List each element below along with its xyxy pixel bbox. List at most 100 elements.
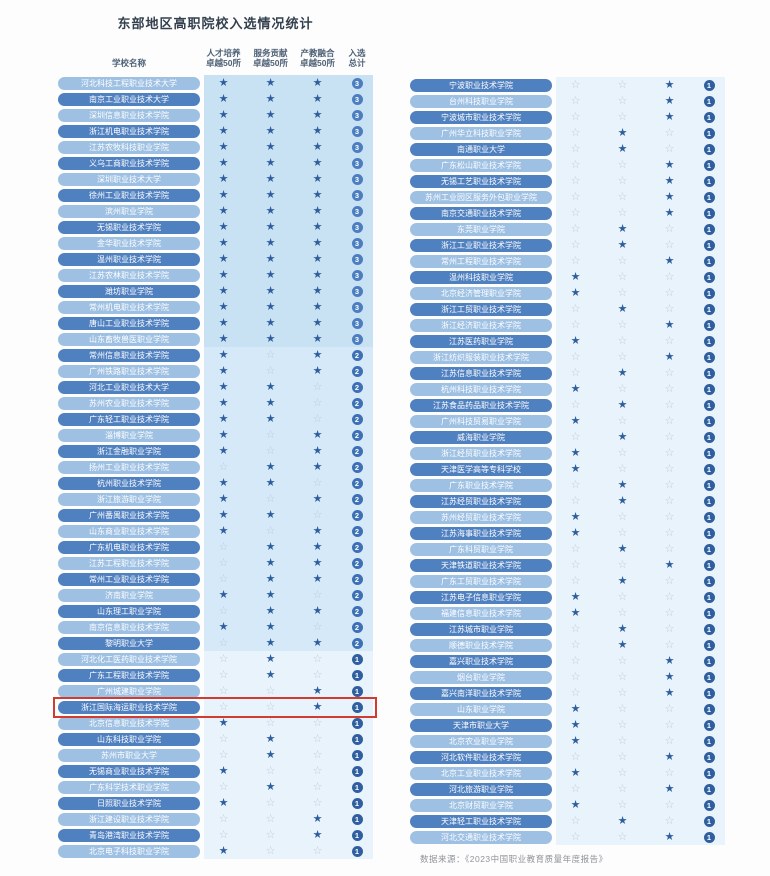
school-name-pill: 常州信息职业技术学院 [58,348,200,362]
star-filled-icon: ★ [570,607,581,619]
star-empty-icon: ☆ [617,511,628,523]
table-row: 江苏海事职业技术学院 ★ ☆ ☆ 1 [410,525,725,541]
star-empty-icon: ☆ [570,319,581,331]
school-name-pill: 唐山工业职业技术学院 [58,316,200,330]
star-filled-icon: ★ [664,751,675,763]
star-empty-icon: ☆ [570,207,581,219]
star-filled-icon: ★ [312,333,323,345]
star-filled-icon: ★ [265,413,276,425]
table-row: 河北交通职业技术学院 ☆ ☆ ★ 1 [410,829,725,845]
star-empty-icon: ☆ [617,207,628,219]
table-row: 江苏食品药品职业技术学院 ☆ ★ ☆ 1 [410,397,725,413]
school-name-pill: 广东科贸职业学院 [410,542,552,556]
total-count-badge: 1 [703,719,715,731]
star-filled-icon: ★ [218,845,229,857]
table-row: 温州职业技术学院 ★ ★ ★ 3 [58,251,373,267]
total-count-badge: 1 [351,701,363,713]
table-row: 河北软件职业技术学院 ☆ ☆ ★ 1 [410,749,725,765]
star-empty-icon: ☆ [312,781,323,793]
total-count-badge: 1 [351,765,363,777]
star-filled-icon: ★ [312,301,323,313]
star-empty-icon: ☆ [570,623,581,635]
star-filled-icon: ★ [664,95,675,107]
star-empty-icon: ☆ [265,765,276,777]
school-name-pill: 江苏海事职业技术学院 [410,526,552,540]
total-count-badge: 1 [703,655,715,667]
star-filled-icon: ★ [218,509,229,521]
total-count-badge: 1 [351,749,363,761]
star-empty-icon: ☆ [312,669,323,681]
star-filled-icon: ★ [312,557,323,569]
school-name-pill: 天津轻工职业技术学院 [410,814,552,828]
star-empty-icon: ☆ [570,479,581,491]
table-row: 北京经济管理职业学院 ★ ☆ ☆ 1 [410,285,725,301]
school-name-pill: 东莞职业学院 [410,222,552,236]
star-empty-icon: ☆ [218,733,229,745]
star-empty-icon: ☆ [265,525,276,537]
school-name-pill: 江苏食品药品职业技术学院 [410,398,552,412]
table-row: 江苏电子信息职业学院 ★ ☆ ☆ 1 [410,589,725,605]
total-count-badge: 2 [351,413,363,425]
star-filled-icon: ★ [664,687,675,699]
total-count-badge: 1 [351,829,363,841]
star-empty-icon: ☆ [664,703,675,715]
school-name-pill: 广州番禺职业技术学院 [58,508,200,522]
star-filled-icon: ★ [570,447,581,459]
star-filled-icon: ★ [570,719,581,731]
star-filled-icon: ★ [265,109,276,121]
star-filled-icon: ★ [312,221,323,233]
total-count-badge: 2 [351,461,363,473]
star-filled-icon: ★ [218,221,229,233]
score-band-level-1 [204,651,373,859]
star-filled-icon: ★ [312,205,323,217]
star-empty-icon: ☆ [664,719,675,731]
star-empty-icon: ☆ [664,447,675,459]
table-row: 南京信息职业技术学院 ★ ★ ☆ 2 [58,619,373,635]
star-empty-icon: ☆ [617,175,628,187]
star-empty-icon: ☆ [617,191,628,203]
star-empty-icon: ☆ [570,127,581,139]
star-filled-icon: ★ [265,637,276,649]
school-name-pill: 广东科学技术职业学院 [58,780,200,794]
school-name-pill: 苏州农业职业技术学院 [58,396,200,410]
star-empty-icon: ☆ [617,767,628,779]
star-filled-icon: ★ [617,239,628,251]
table-row: 常州机电职业技术学院 ★ ★ ★ 3 [58,299,373,315]
star-empty-icon: ☆ [617,79,628,91]
school-name-pill: 广东机电职业技术学院 [58,540,200,554]
star-empty-icon: ☆ [312,477,323,489]
star-filled-icon: ★ [218,93,229,105]
star-filled-icon: ★ [312,637,323,649]
star-filled-icon: ★ [617,543,628,555]
star-filled-icon: ★ [218,429,229,441]
star-filled-icon: ★ [312,141,323,153]
star-empty-icon: ☆ [265,829,276,841]
header-total-selected: 入选 总计 [348,47,366,69]
total-count-badge: 1 [703,623,715,635]
star-empty-icon: ☆ [265,685,276,697]
table-row: 天津铁道职业技术学院 ☆ ☆ ★ 1 [410,557,725,573]
table-row: 常州信息职业技术学院 ★ ☆ ★ 2 [58,347,373,363]
school-name-pill: 广东轻工职业技术学院 [58,412,200,426]
star-filled-icon: ★ [312,317,323,329]
star-empty-icon: ☆ [218,557,229,569]
star-empty-icon: ☆ [218,541,229,553]
table-row: 广东科学技术职业学院 ☆ ★ ☆ 1 [58,779,373,795]
star-filled-icon: ★ [570,511,581,523]
school-name-pill: 北京农业职业学院 [410,734,552,748]
total-count-badge: 1 [351,797,363,809]
star-empty-icon: ☆ [570,95,581,107]
star-filled-icon: ★ [265,173,276,185]
star-empty-icon: ☆ [265,845,276,857]
score-band-level-1 [556,77,725,845]
table-row: 嘉兴职业技术学院 ☆ ☆ ★ 1 [410,653,725,669]
school-name-pill: 广州科技贸易职业学院 [410,414,552,428]
table-row: 广东工程职业技术学院 ☆ ★ ☆ 1 [58,667,373,683]
total-count-badge: 3 [351,285,363,297]
star-empty-icon: ☆ [218,669,229,681]
school-name-pill: 青岛港湾职业技术学院 [58,828,200,842]
star-filled-icon: ★ [265,141,276,153]
table-row: 无锡商业职业技术学院 ★ ☆ ☆ 1 [58,763,373,779]
table-row: 宁波城市职业技术学院 ☆ ☆ ★ 1 [410,109,725,125]
star-empty-icon: ☆ [570,111,581,123]
